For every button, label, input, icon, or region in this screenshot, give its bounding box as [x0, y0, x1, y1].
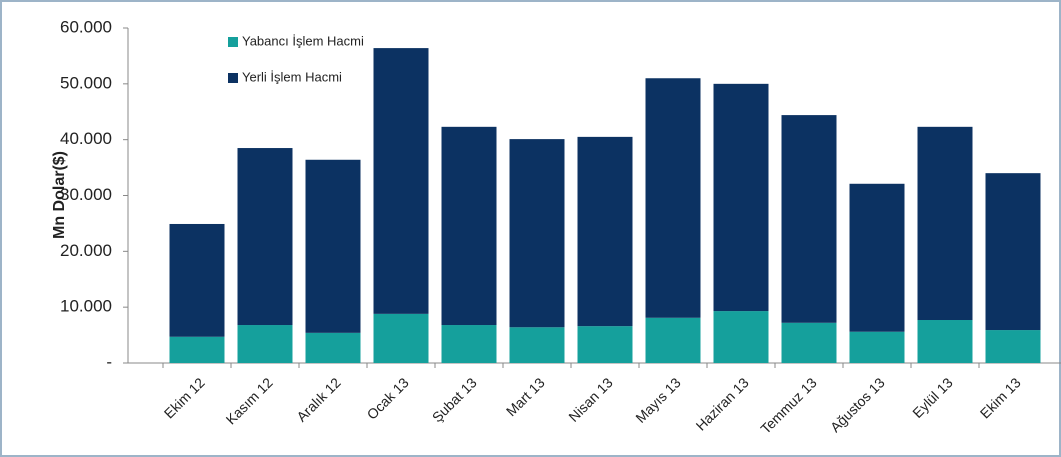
bar-segment: [441, 325, 497, 363]
legend-swatch: [228, 37, 238, 47]
y-tick-label: 50.000: [60, 73, 112, 92]
bar-segment: [509, 139, 565, 328]
bar-segment: [577, 326, 633, 363]
bar-segment: [713, 83, 769, 312]
bar-segment: [169, 223, 225, 337]
bar-segment: [237, 325, 293, 363]
bar-segment: [985, 173, 1041, 331]
y-tick-label: -: [106, 352, 112, 371]
bar-segment: [917, 126, 973, 321]
y-tick-label: 20.000: [60, 241, 112, 260]
bar-segment: [849, 183, 905, 332]
bar-segment: [985, 330, 1041, 363]
bar-segment: [849, 331, 905, 363]
bar-segment: [305, 332, 361, 363]
bar-segment: [577, 136, 633, 327]
legend-swatch: [228, 73, 238, 83]
bar-segment: [441, 126, 497, 326]
legend-label: Yabancı İşlem Hacmi: [242, 33, 364, 48]
y-tick-label: 60.000: [60, 17, 112, 36]
legend-label: Yerli İşlem Hacmi: [242, 69, 342, 84]
y-tick-label: 10.000: [60, 297, 112, 316]
bar-segment: [373, 48, 429, 314]
y-axis-label: Mn Dolar($): [51, 151, 68, 239]
bar-segment: [645, 317, 701, 363]
bar-segment: [781, 115, 837, 323]
bar-segment: [509, 327, 565, 363]
bar-segment: [305, 159, 361, 333]
bar-segment: [237, 148, 293, 326]
bar-segment: [781, 322, 837, 363]
bar-segment: [713, 311, 769, 363]
bar-segment: [645, 78, 701, 318]
y-tick-label: 40.000: [60, 129, 112, 148]
bar-segment: [373, 313, 429, 363]
bar-segment: [169, 336, 225, 363]
y-tick-label: 30.000: [60, 185, 112, 204]
bar-segment: [917, 320, 973, 363]
